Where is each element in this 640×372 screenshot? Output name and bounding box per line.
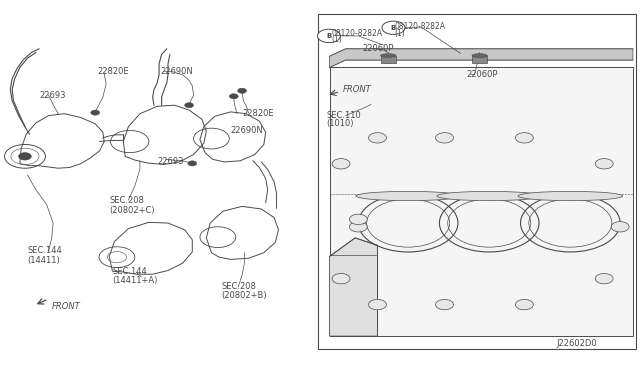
Circle shape — [91, 110, 100, 115]
Circle shape — [595, 158, 613, 169]
Text: 22693: 22693 — [39, 91, 65, 100]
Bar — [318, 14, 636, 349]
Circle shape — [369, 299, 387, 310]
Circle shape — [595, 273, 613, 284]
Polygon shape — [330, 238, 378, 336]
Text: 22060P: 22060P — [363, 44, 394, 53]
Text: (20802+B): (20802+B) — [221, 291, 267, 300]
Text: SEC.208: SEC.208 — [221, 282, 256, 291]
Circle shape — [229, 94, 238, 99]
Bar — [330, 67, 633, 336]
Text: SEC.144: SEC.144 — [113, 267, 147, 276]
Text: (20802+C): (20802+C) — [109, 206, 155, 215]
Ellipse shape — [381, 54, 396, 57]
Bar — [472, 55, 487, 63]
Text: 22693: 22693 — [157, 157, 184, 166]
Ellipse shape — [518, 191, 623, 201]
Circle shape — [349, 222, 367, 232]
Text: B: B — [391, 25, 396, 31]
Text: SEC.208: SEC.208 — [109, 196, 144, 205]
Bar — [381, 55, 396, 63]
Text: (14411): (14411) — [28, 256, 60, 264]
Circle shape — [436, 133, 454, 143]
Text: (1): (1) — [332, 35, 342, 45]
Text: 08120-8282A: 08120-8282A — [395, 22, 445, 31]
Ellipse shape — [472, 54, 487, 57]
Circle shape — [237, 88, 246, 93]
Text: 22690N: 22690N — [230, 126, 263, 135]
Text: J22602D0: J22602D0 — [556, 339, 597, 348]
Circle shape — [332, 273, 350, 284]
Text: (1): (1) — [395, 29, 406, 38]
Text: (14411+A): (14411+A) — [113, 276, 158, 285]
Circle shape — [515, 299, 533, 310]
Text: 22820E: 22820E — [242, 109, 274, 118]
Text: 08120-8282A: 08120-8282A — [332, 29, 383, 38]
Text: 22060P: 22060P — [467, 70, 499, 79]
Circle shape — [317, 29, 340, 42]
Text: FRONT: FRONT — [342, 85, 371, 94]
Circle shape — [369, 133, 387, 143]
Text: 22690N: 22690N — [161, 67, 193, 76]
Text: FRONT: FRONT — [52, 302, 81, 311]
Circle shape — [436, 299, 454, 310]
Polygon shape — [330, 49, 633, 67]
Text: (1010): (1010) — [326, 119, 354, 128]
Circle shape — [184, 103, 193, 108]
Circle shape — [382, 21, 405, 35]
Circle shape — [515, 133, 533, 143]
Text: B: B — [326, 33, 332, 39]
Text: 22820E: 22820E — [98, 67, 129, 76]
Ellipse shape — [356, 191, 460, 201]
Circle shape — [332, 158, 350, 169]
Ellipse shape — [437, 191, 541, 201]
Circle shape — [188, 161, 196, 166]
Text: SEC.144: SEC.144 — [28, 246, 62, 255]
Circle shape — [19, 153, 31, 160]
Text: SEC.110: SEC.110 — [326, 111, 361, 120]
Circle shape — [349, 214, 367, 225]
Circle shape — [611, 222, 629, 232]
